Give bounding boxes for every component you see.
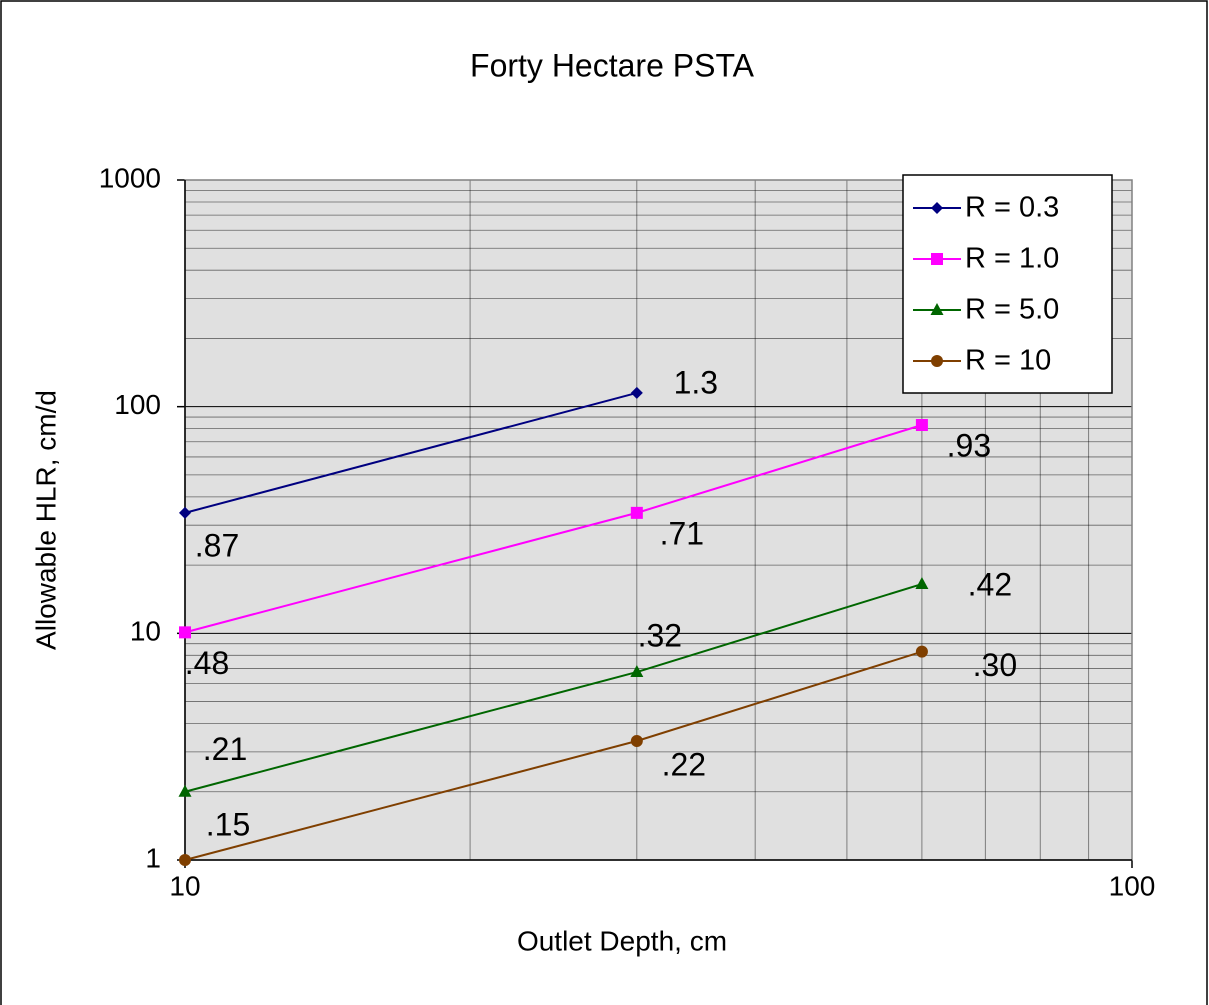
point-label: .30 bbox=[973, 647, 1017, 683]
point-label: .71 bbox=[660, 515, 704, 551]
point-label: .15 bbox=[206, 806, 250, 842]
legend-marker bbox=[931, 202, 943, 214]
point-label: .87 bbox=[195, 527, 239, 563]
marker bbox=[630, 386, 643, 399]
marker bbox=[915, 419, 928, 432]
legend-marker bbox=[931, 355, 943, 367]
marker bbox=[179, 626, 191, 639]
point-label: .22 bbox=[662, 746, 706, 782]
marker bbox=[915, 645, 928, 658]
marker bbox=[630, 665, 644, 678]
x-tick-label: 10 bbox=[169, 870, 200, 901]
chart-title: Forty Hectare PSTA bbox=[470, 47, 755, 83]
point-label: .21 bbox=[203, 731, 247, 767]
marker bbox=[630, 506, 643, 519]
point-label: .48 bbox=[185, 645, 229, 681]
marker bbox=[915, 577, 929, 590]
y-tick-label: 100 bbox=[114, 389, 161, 420]
marker bbox=[179, 506, 191, 519]
y-tick-label: 10 bbox=[130, 616, 161, 647]
y-axis-label: Allowable HLR, cm/d bbox=[30, 390, 61, 650]
y-tick-label: 1000 bbox=[99, 162, 161, 193]
y-tick-label: 1 bbox=[145, 842, 161, 873]
legend-label: R = 1.0 bbox=[965, 243, 1059, 275]
series-line bbox=[184, 391, 638, 514]
legend-marker bbox=[930, 303, 944, 315]
marker bbox=[178, 784, 192, 797]
legend-label: R = 10 bbox=[965, 345, 1051, 377]
legend-marker bbox=[931, 253, 943, 265]
point-label: .93 bbox=[947, 427, 991, 463]
point-label: .32 bbox=[638, 617, 682, 653]
point-label: .42 bbox=[968, 566, 1012, 602]
legend-label: R = 0.3 bbox=[965, 192, 1059, 224]
x-tick-label: 100 bbox=[1109, 870, 1156, 901]
point-label: 1.3 bbox=[674, 364, 718, 400]
marker bbox=[179, 854, 191, 866]
x-axis-label: Outlet Depth, cm bbox=[517, 925, 727, 956]
marker bbox=[630, 734, 643, 747]
legend-label: R = 5.0 bbox=[965, 294, 1059, 326]
